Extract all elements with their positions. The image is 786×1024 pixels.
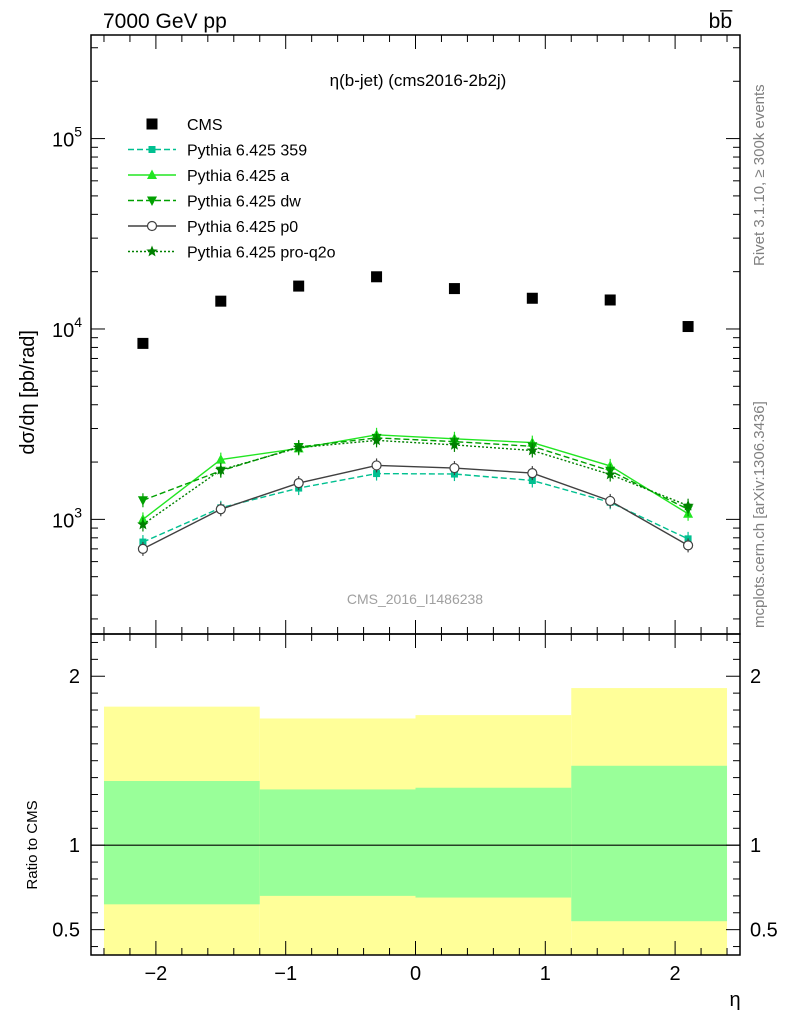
legend-label: Pythia 6.425 a	[187, 168, 289, 185]
x-tick-label: 2	[670, 963, 681, 985]
cms-data-point	[526, 292, 538, 304]
mc-data-point	[371, 460, 382, 471]
mc-data-point	[137, 518, 149, 530]
series-line	[142, 437, 689, 510]
legend-item: Pythia 6.425 pro-q2o	[128, 245, 336, 262]
cms-data-point	[137, 337, 149, 349]
main-y-tick-label: 103	[52, 504, 82, 532]
legend-label: Pythia 6.425 dw	[187, 194, 301, 211]
ratio-y-tick-label: 0.5	[52, 920, 80, 942]
ratio-bands	[91, 688, 740, 955]
x-tick-label: −2	[144, 963, 167, 985]
series-pythia-6-425-pro-q2o	[137, 433, 694, 532]
legend-label: Pythia 6.425 359	[187, 143, 307, 160]
legend-item: Pythia 6.425 a	[128, 168, 289, 185]
cms-data-point	[448, 283, 460, 295]
legend-label: Pythia 6.425 pro-q2o	[187, 245, 336, 262]
mc-data-point	[448, 438, 461, 450]
series-pythia-6-425-p0	[137, 458, 694, 556]
cms-data-point	[293, 280, 305, 292]
series-line	[142, 464, 689, 550]
main-y-tick-exp: 4	[74, 314, 82, 330]
series-cms	[137, 271, 694, 349]
series-line	[142, 434, 689, 520]
legend-item: Pythia 6.425 dw	[128, 194, 301, 211]
main-y-tick-base: 10	[52, 510, 74, 532]
main-y-tick-label: 105	[52, 124, 82, 152]
ratio-band-inner	[415, 787, 572, 898]
cms-data-point	[146, 118, 158, 130]
main-y-tick-exp: 3	[74, 504, 82, 520]
mc-data-point	[526, 444, 539, 456]
watermark: CMS_2016_I1486238	[347, 591, 483, 607]
ratio-ticks: 0.5 0.5 1 1 2 2 −2 −1 0 1 2	[52, 634, 778, 985]
main-panel: η(b-jet) (cms2016-2b2j) CMS_2016_I148623…	[17, 34, 741, 635]
ratio-y-tick-label-right: 1	[750, 835, 761, 857]
cms-data-point	[215, 295, 227, 307]
mc-data-point	[137, 496, 148, 506]
mc-data-point	[146, 220, 158, 232]
ratio-y-tick-label: 2	[69, 666, 80, 688]
series-line	[142, 472, 689, 543]
x-tick-label: 1	[540, 963, 551, 985]
mc-data-point	[682, 499, 694, 511]
legend-label: CMS	[187, 117, 223, 134]
legend-item: CMS	[146, 117, 223, 134]
main-minor-ticks	[91, 35, 740, 634]
main-y-tick-base: 10	[52, 130, 74, 152]
cms-data-point	[682, 321, 694, 333]
cms-data-point	[604, 294, 616, 306]
x-axis-label: η	[729, 989, 740, 1011]
mc-data-point	[604, 468, 616, 480]
ratio-band-inner	[103, 780, 260, 905]
ratio-y-tick-label-right: 2	[750, 666, 761, 688]
mc-data-point	[292, 441, 305, 453]
mc-data-point	[215, 454, 226, 464]
main-y-tick-exp: 5	[74, 124, 82, 140]
mc-data-point	[215, 504, 226, 515]
mc-data-point	[215, 463, 227, 475]
rivet-label: Rivet 3.1.10, ≥ 300k events	[751, 84, 768, 266]
ratio-band-inner	[571, 765, 728, 922]
cms-data-point	[371, 271, 383, 283]
mc-data-point	[449, 462, 460, 474]
legend-label: Pythia 6.425 p0	[187, 219, 298, 236]
mc-data-point	[682, 540, 694, 551]
main-title: η(b-jet) (cms2016-2b2j)	[330, 71, 507, 90]
ratio-frame	[90, 633, 741, 956]
x-tick-label: −1	[274, 963, 297, 985]
main-series	[137, 271, 694, 556]
mc-data-point	[605, 495, 616, 507]
energy-label: 7000 GeV pp	[103, 10, 227, 33]
mc-data-point	[373, 470, 381, 478]
y-axis-label: dσ/dη [pb/rad]	[17, 330, 39, 455]
mc-data-point	[527, 467, 538, 479]
process-label: bb̅	[709, 10, 734, 33]
series-line	[142, 439, 689, 526]
ratio-y-axis-label: Ratio to CMS	[24, 800, 41, 889]
legend: CMS Pythia 6.425 359 Pythia 6.425 a Pythia …	[128, 117, 336, 262]
mc-data-point	[147, 169, 157, 179]
ratio-y-tick-label: 1	[69, 835, 80, 857]
ratio-panel: 0.5 0.5 1 1 2 2 −2 −1 0 1 2 Ratio to CMS η	[24, 633, 778, 1011]
legend-item: Pythia 6.425 359	[128, 143, 307, 160]
mc-data-point	[370, 434, 383, 446]
legend-item: Pythia 6.425 p0	[128, 219, 298, 236]
mc-data-point	[146, 245, 158, 257]
mc-data-point	[148, 146, 156, 153]
main-y-tick-label: 104	[52, 314, 82, 342]
mc-data-point	[147, 196, 157, 206]
x-tick-label: 0	[410, 963, 421, 985]
ratio-band-inner	[259, 789, 416, 896]
mc-data-point	[137, 543, 149, 554]
mc-data-point	[293, 478, 304, 489]
mc-data-point	[528, 477, 536, 485]
ratio-y-tick-label-right: 0.5	[750, 920, 778, 942]
main-y-tick-base: 10	[52, 320, 74, 342]
mcplots-label: mcplots.cern.ch [arXiv:1306.3436]	[751, 401, 768, 628]
